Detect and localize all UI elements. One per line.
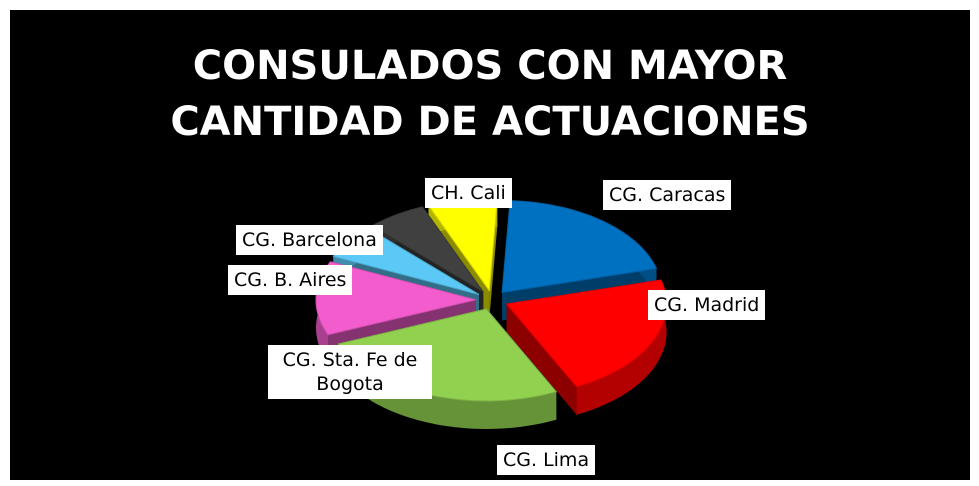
data-label: CG. Barcelona [236,225,383,255]
pie-slice [505,279,668,415]
pie-slice [337,308,558,429]
pie-area [315,198,668,429]
slice-side [338,343,557,429]
data-label: CG. Madrid [648,290,766,320]
slice-wall [489,198,498,319]
chart: CONSULADOS CON MAYOR CANTIDAD DE ACTUACI… [10,10,970,480]
data-label: CG. B. Aires [228,265,353,295]
slice-wall [506,303,577,415]
data-label: CH. Cali [425,178,512,208]
slice-top [371,206,484,293]
slice-top [501,200,658,294]
data-label: CG. Caracas [603,180,732,210]
data-label: CG. Lima [497,445,596,475]
slice-side [576,279,667,415]
data-label: CG. Sta. Fe de Bogota [268,345,432,399]
chart-title: CONSULADOS CON MAYOR CANTIDAD DE ACTUACI… [170,43,810,145]
